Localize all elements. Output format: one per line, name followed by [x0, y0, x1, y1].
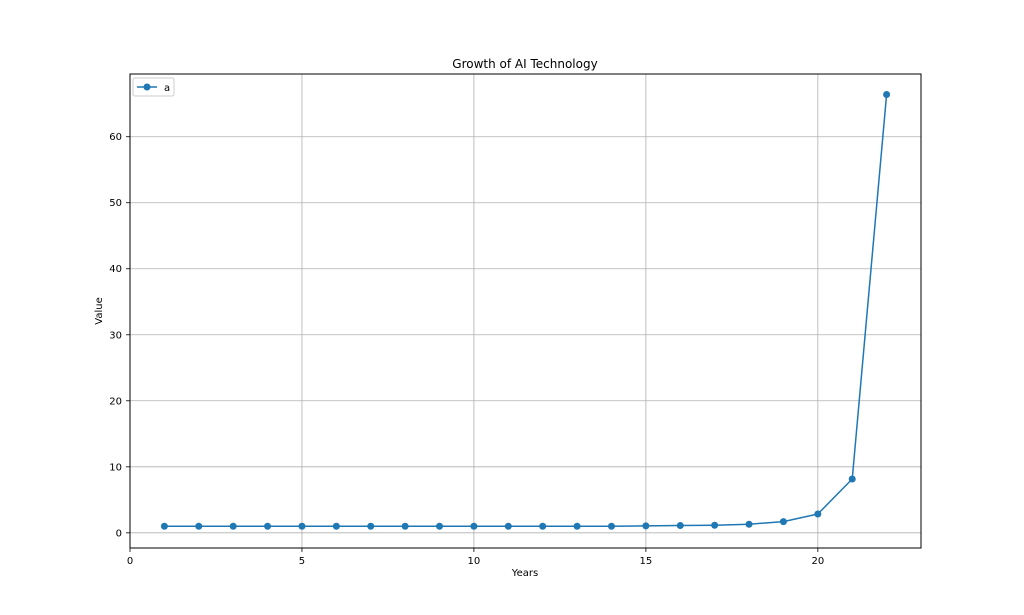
grid-lines — [129, 74, 921, 548]
data-point — [367, 522, 375, 530]
plot-frame — [129, 73, 922, 549]
data-point — [607, 522, 615, 530]
data-point — [883, 90, 891, 98]
data-point — [264, 522, 272, 530]
x-tick-label: 10 — [468, 556, 481, 567]
x-axis-label: Years — [511, 568, 538, 579]
y-tick-label: 0 — [116, 528, 122, 539]
data-point — [298, 522, 306, 530]
y-axis-ticks: 0 10 20 30 40 50 60 — [109, 132, 130, 539]
data-point — [711, 521, 719, 529]
y-tick-label: 10 — [109, 462, 122, 473]
legend-label: a — [164, 83, 170, 94]
legend-marker — [143, 83, 151, 91]
x-tick-label: 5 — [299, 556, 305, 567]
data-point — [642, 522, 650, 530]
plot-series — [160, 90, 891, 530]
y-tick-label: 40 — [109, 264, 122, 275]
data-point — [779, 518, 787, 526]
chart-title: Growth of AI Technology — [452, 57, 597, 71]
series-line — [164, 94, 888, 527]
data-point — [676, 522, 684, 530]
y-tick-label: 50 — [109, 198, 122, 209]
x-tick-label: 0 — [127, 556, 133, 567]
legend: a — [132, 77, 175, 97]
x-tick-label: 20 — [811, 556, 824, 567]
y-tick-label: 60 — [109, 132, 122, 143]
data-point — [401, 522, 409, 530]
data-point — [745, 520, 753, 528]
data-point — [229, 522, 237, 530]
data-point — [814, 510, 822, 518]
x-axis-ticks: 0 5 10 15 20 — [127, 548, 824, 567]
data-point — [470, 522, 478, 530]
y-tick-label: 30 — [109, 330, 122, 341]
y-tick-label: 20 — [109, 396, 122, 407]
data-point — [160, 522, 168, 530]
y-axis-label: Value — [94, 297, 105, 324]
data-point — [195, 522, 203, 530]
data-point — [436, 522, 444, 530]
data-point — [573, 522, 581, 530]
data-point — [332, 522, 340, 530]
x-tick-label: 15 — [640, 556, 653, 567]
data-point — [848, 475, 856, 483]
data-point — [539, 522, 547, 530]
data-point — [504, 522, 512, 530]
